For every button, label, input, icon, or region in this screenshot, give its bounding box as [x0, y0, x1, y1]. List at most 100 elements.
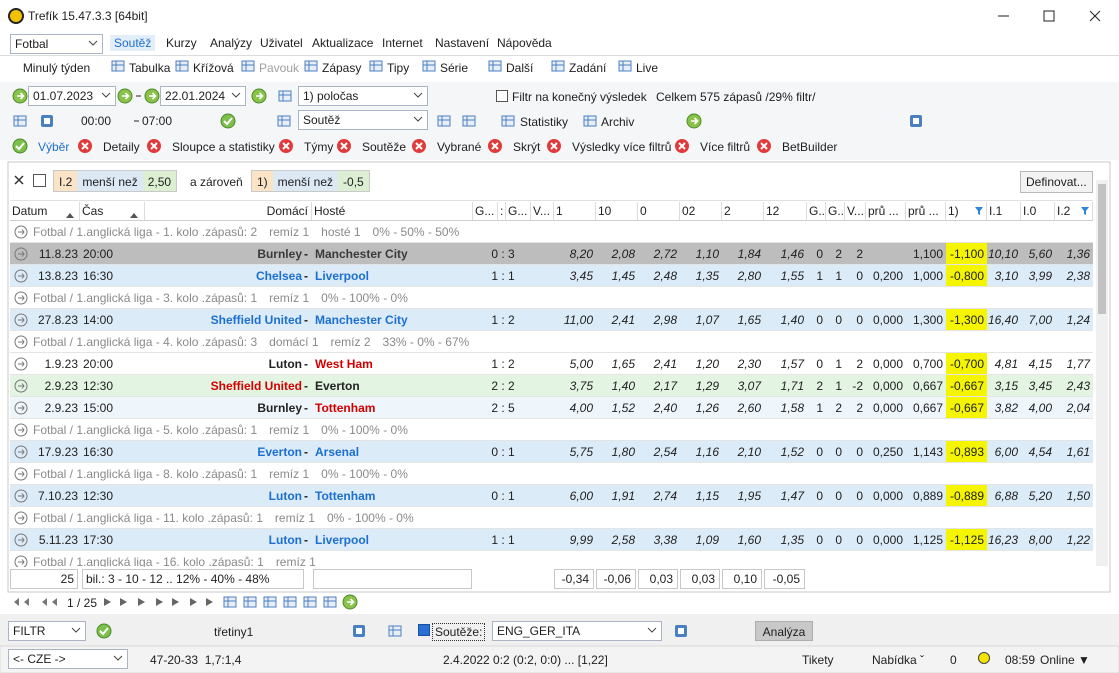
toolbar-button[interactable]: Další — [506, 61, 534, 75]
offer-button[interactable]: Nabídka ˇ — [872, 653, 925, 667]
pager-button[interactable] — [190, 598, 197, 606]
tab[interactable]: BetBuilder — [782, 140, 838, 154]
filter-select[interactable]: FILTR — [8, 621, 86, 641]
column-header[interactable]: 1) — [948, 204, 959, 218]
column-header[interactable]: Datum — [12, 204, 48, 218]
tab[interactable]: Týmy — [304, 140, 334, 154]
column-header[interactable]: 10 — [598, 204, 612, 218]
pager-button[interactable] — [206, 598, 213, 606]
menu-item[interactable]: Aktualizace — [312, 36, 374, 50]
filter-checkbox[interactable] — [33, 174, 46, 187]
toolbar-button[interactable]: Zadání — [569, 61, 607, 75]
menu-item[interactable]: Analýzy — [210, 36, 253, 50]
analyze-button[interactable]: Analýza — [755, 621, 813, 641]
column-header[interactable]: 1 — [556, 204, 563, 218]
match-cell: 2,41 — [653, 357, 677, 371]
group-text: Fotbal / 1.anglická liga - 3. kolo .zápa… — [33, 291, 258, 305]
column-header[interactable]: 2 — [724, 204, 731, 218]
competition-select[interactable]: Soutěž — [298, 110, 428, 130]
match-time: 20:00 — [83, 357, 114, 371]
tab[interactable]: Soutěže — [362, 140, 407, 154]
pager-button[interactable] — [172, 598, 179, 606]
column-header[interactable]: Hosté — [314, 204, 346, 218]
filter-condition[interactable]: I.2 menší než 2,50 — [53, 170, 178, 192]
date-to[interactable]: 22.01.2024 — [160, 86, 246, 106]
tab[interactable]: Vybrané — [437, 140, 482, 154]
pager-button[interactable] — [104, 598, 111, 606]
column-header[interactable]: 12 — [766, 204, 780, 218]
column-separator — [472, 202, 473, 220]
column-separator — [1054, 202, 1055, 220]
match-row[interactable]: 5.11.23 17:30 Luton - Liverpool 1 : 1 9,99 2,58… — [10, 529, 1093, 551]
match-row[interactable]: 2.9.23 15:00 Burnley - Tottenham 2 : 5 4,00 1,5… — [10, 397, 1093, 419]
toolbar-button[interactable]: Série — [440, 61, 469, 75]
column-header[interactable]: 02 — [682, 204, 696, 218]
toolbar-button[interactable]: Zápasy — [322, 61, 362, 75]
pager-button[interactable] — [138, 598, 145, 606]
archive-button[interactable]: Archiv — [601, 115, 635, 129]
match-cell: 2,41 — [611, 313, 635, 327]
tab[interactable]: Skrýt — [513, 140, 541, 154]
column-header[interactable]: 0 — [640, 204, 647, 218]
toolbar-button[interactable]: Live — [636, 61, 659, 75]
competitions-label[interactable]: Soutěže: — [432, 623, 486, 641]
column-header[interactable]: Domácí — [266, 204, 308, 218]
match-row[interactable]: 27.8.23 14:00 Sheffield United - Manchester … — [10, 309, 1093, 331]
competitions-select[interactable]: ENG_GER_ITA — [492, 621, 662, 641]
tab[interactable]: Sloupce a statistiky — [172, 140, 275, 154]
column-header[interactable]: G.. — [809, 204, 826, 218]
filter-condition[interactable]: 1) menší než -0,5 — [251, 170, 370, 192]
online-status[interactable]: Online ▼ — [1040, 653, 1090, 667]
match-date: 7.10.23 — [37, 489, 78, 503]
match-cell: 8,20 — [569, 247, 593, 261]
tab[interactable]: Více filtrů — [700, 140, 751, 154]
locale-select[interactable]: <- CZE -> — [8, 649, 128, 669]
toolbar-button[interactable]: Křížová — [193, 61, 234, 75]
column-header[interactable]: prů ... — [908, 204, 939, 218]
column-header[interactable]: : — [500, 204, 504, 218]
pager-button[interactable] — [156, 598, 163, 606]
column-header[interactable]: I.2 — [1057, 204, 1071, 218]
close-filter[interactable] — [14, 173, 24, 185]
tab[interactable]: Výsledky více filtrů — [572, 140, 672, 154]
column-header[interactable]: I.0 — [1023, 204, 1037, 218]
column-header[interactable]: prů ... — [868, 204, 899, 218]
match-row[interactable]: 13.8.23 16:30 Chelsea - Liverpool 1 : 1 3,45 1,… — [10, 265, 1093, 287]
match-cell: 0,000 — [872, 489, 903, 503]
menu-item[interactable]: Uživatel — [260, 36, 303, 50]
checkbox[interactable] — [496, 90, 508, 102]
menu-item[interactable]: Internet — [382, 36, 423, 50]
define-button[interactable]: Definovat... — [1020, 171, 1093, 193]
icon-graphic — [501, 115, 515, 127]
tab[interactable]: Detaily — [103, 140, 140, 154]
column-header[interactable]: G... — [508, 204, 528, 218]
competitions-checkbox[interactable] — [418, 624, 430, 636]
toolbar-button[interactable]: Tabulka — [129, 61, 171, 75]
menu-item[interactable]: Kurzy — [166, 36, 197, 50]
menu-item[interactable]: Soutěž — [110, 35, 156, 51]
period-button[interactable]: Minulý týden — [22, 61, 91, 75]
column-header[interactable]: G.. — [828, 204, 845, 218]
match-row[interactable]: 1.9.23 20:00 Luton - West Ham 1 : 2 5,00 1,65 2,… — [10, 353, 1093, 375]
pager-button[interactable] — [120, 598, 127, 606]
sport-select[interactable]: Fotbal — [10, 34, 103, 54]
half-select[interactable]: 1) poločas — [298, 86, 428, 106]
match-row[interactable]: 11.8.23 20:00 Burnley - Manchester City 0 : 3… — [10, 243, 1093, 265]
match-cell: 0,000 — [872, 313, 903, 327]
statistics-button[interactable]: Statistiky — [520, 115, 569, 129]
match-row[interactable]: 7.10.23 12:30 Luton - Tottenham 0 : 1 6,00 1,91… — [10, 485, 1093, 507]
column-header[interactable]: V... — [533, 204, 550, 218]
menu-item[interactable]: Nápověda — [497, 36, 552, 50]
column-header[interactable]: Čas — [82, 204, 104, 218]
toolbar-button[interactable]: Tipy — [387, 61, 410, 75]
match-row[interactable]: 2.9.23 12:30 Sheffield United - Everton 2 : 2… — [10, 375, 1093, 397]
match-row[interactable]: 17.9.23 16:30 Everton - Arsenal 0 : 1 5,75 1,80… — [10, 441, 1093, 463]
status-record: 47-20-33 1,7:1,4 — [150, 653, 242, 667]
column-header[interactable]: V... — [847, 204, 864, 218]
column-header[interactable]: G... — [475, 204, 495, 218]
column-header[interactable]: I.1 — [989, 204, 1003, 218]
date-from[interactable]: 01.07.2023 — [28, 86, 116, 106]
menu-item[interactable]: Nastavení — [435, 36, 490, 50]
tickets-button[interactable]: Tikety — [802, 653, 834, 667]
tab[interactable]: Výběr — [38, 140, 70, 154]
